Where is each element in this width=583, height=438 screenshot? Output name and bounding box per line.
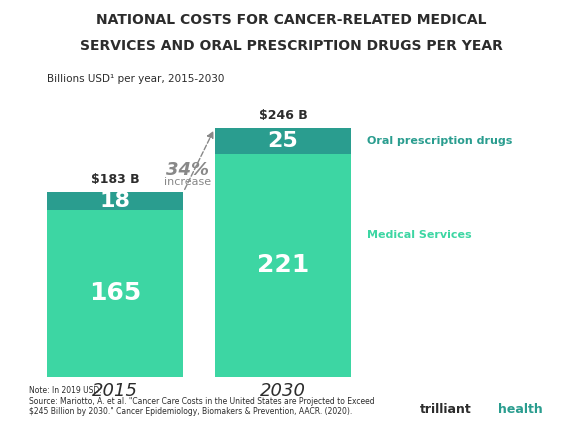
- Text: 25: 25: [268, 131, 298, 151]
- Bar: [215, 128, 352, 154]
- Text: Note: In 2019 USD.
Source: Mariotto, A. et al. "Cancer Care Costs in the United : Note: In 2019 USD. Source: Mariotto, A. …: [29, 386, 375, 416]
- Text: Oral prescription drugs: Oral prescription drugs: [367, 136, 512, 146]
- Text: increase: increase: [164, 177, 211, 187]
- Text: 221: 221: [257, 253, 309, 277]
- Text: SERVICES AND ORAL PRESCRIPTION DRUGS PER YEAR: SERVICES AND ORAL PRESCRIPTION DRUGS PER…: [80, 39, 503, 53]
- Text: 34%: 34%: [166, 161, 209, 179]
- Bar: [47, 210, 184, 377]
- Text: Medical Services: Medical Services: [367, 230, 472, 240]
- Text: trilliant: trilliant: [420, 403, 472, 416]
- Text: NATIONAL COSTS FOR CANCER-RELATED MEDICAL: NATIONAL COSTS FOR CANCER-RELATED MEDICA…: [96, 13, 487, 27]
- Text: 18: 18: [100, 191, 131, 211]
- Bar: [215, 154, 352, 377]
- Text: Billions USD¹ per year, 2015-2030: Billions USD¹ per year, 2015-2030: [47, 74, 224, 85]
- Bar: [47, 192, 184, 210]
- Text: $183 B: $183 B: [91, 173, 139, 186]
- Text: health: health: [498, 403, 543, 416]
- Text: 165: 165: [89, 281, 141, 305]
- Text: $246 B: $246 B: [259, 109, 307, 122]
